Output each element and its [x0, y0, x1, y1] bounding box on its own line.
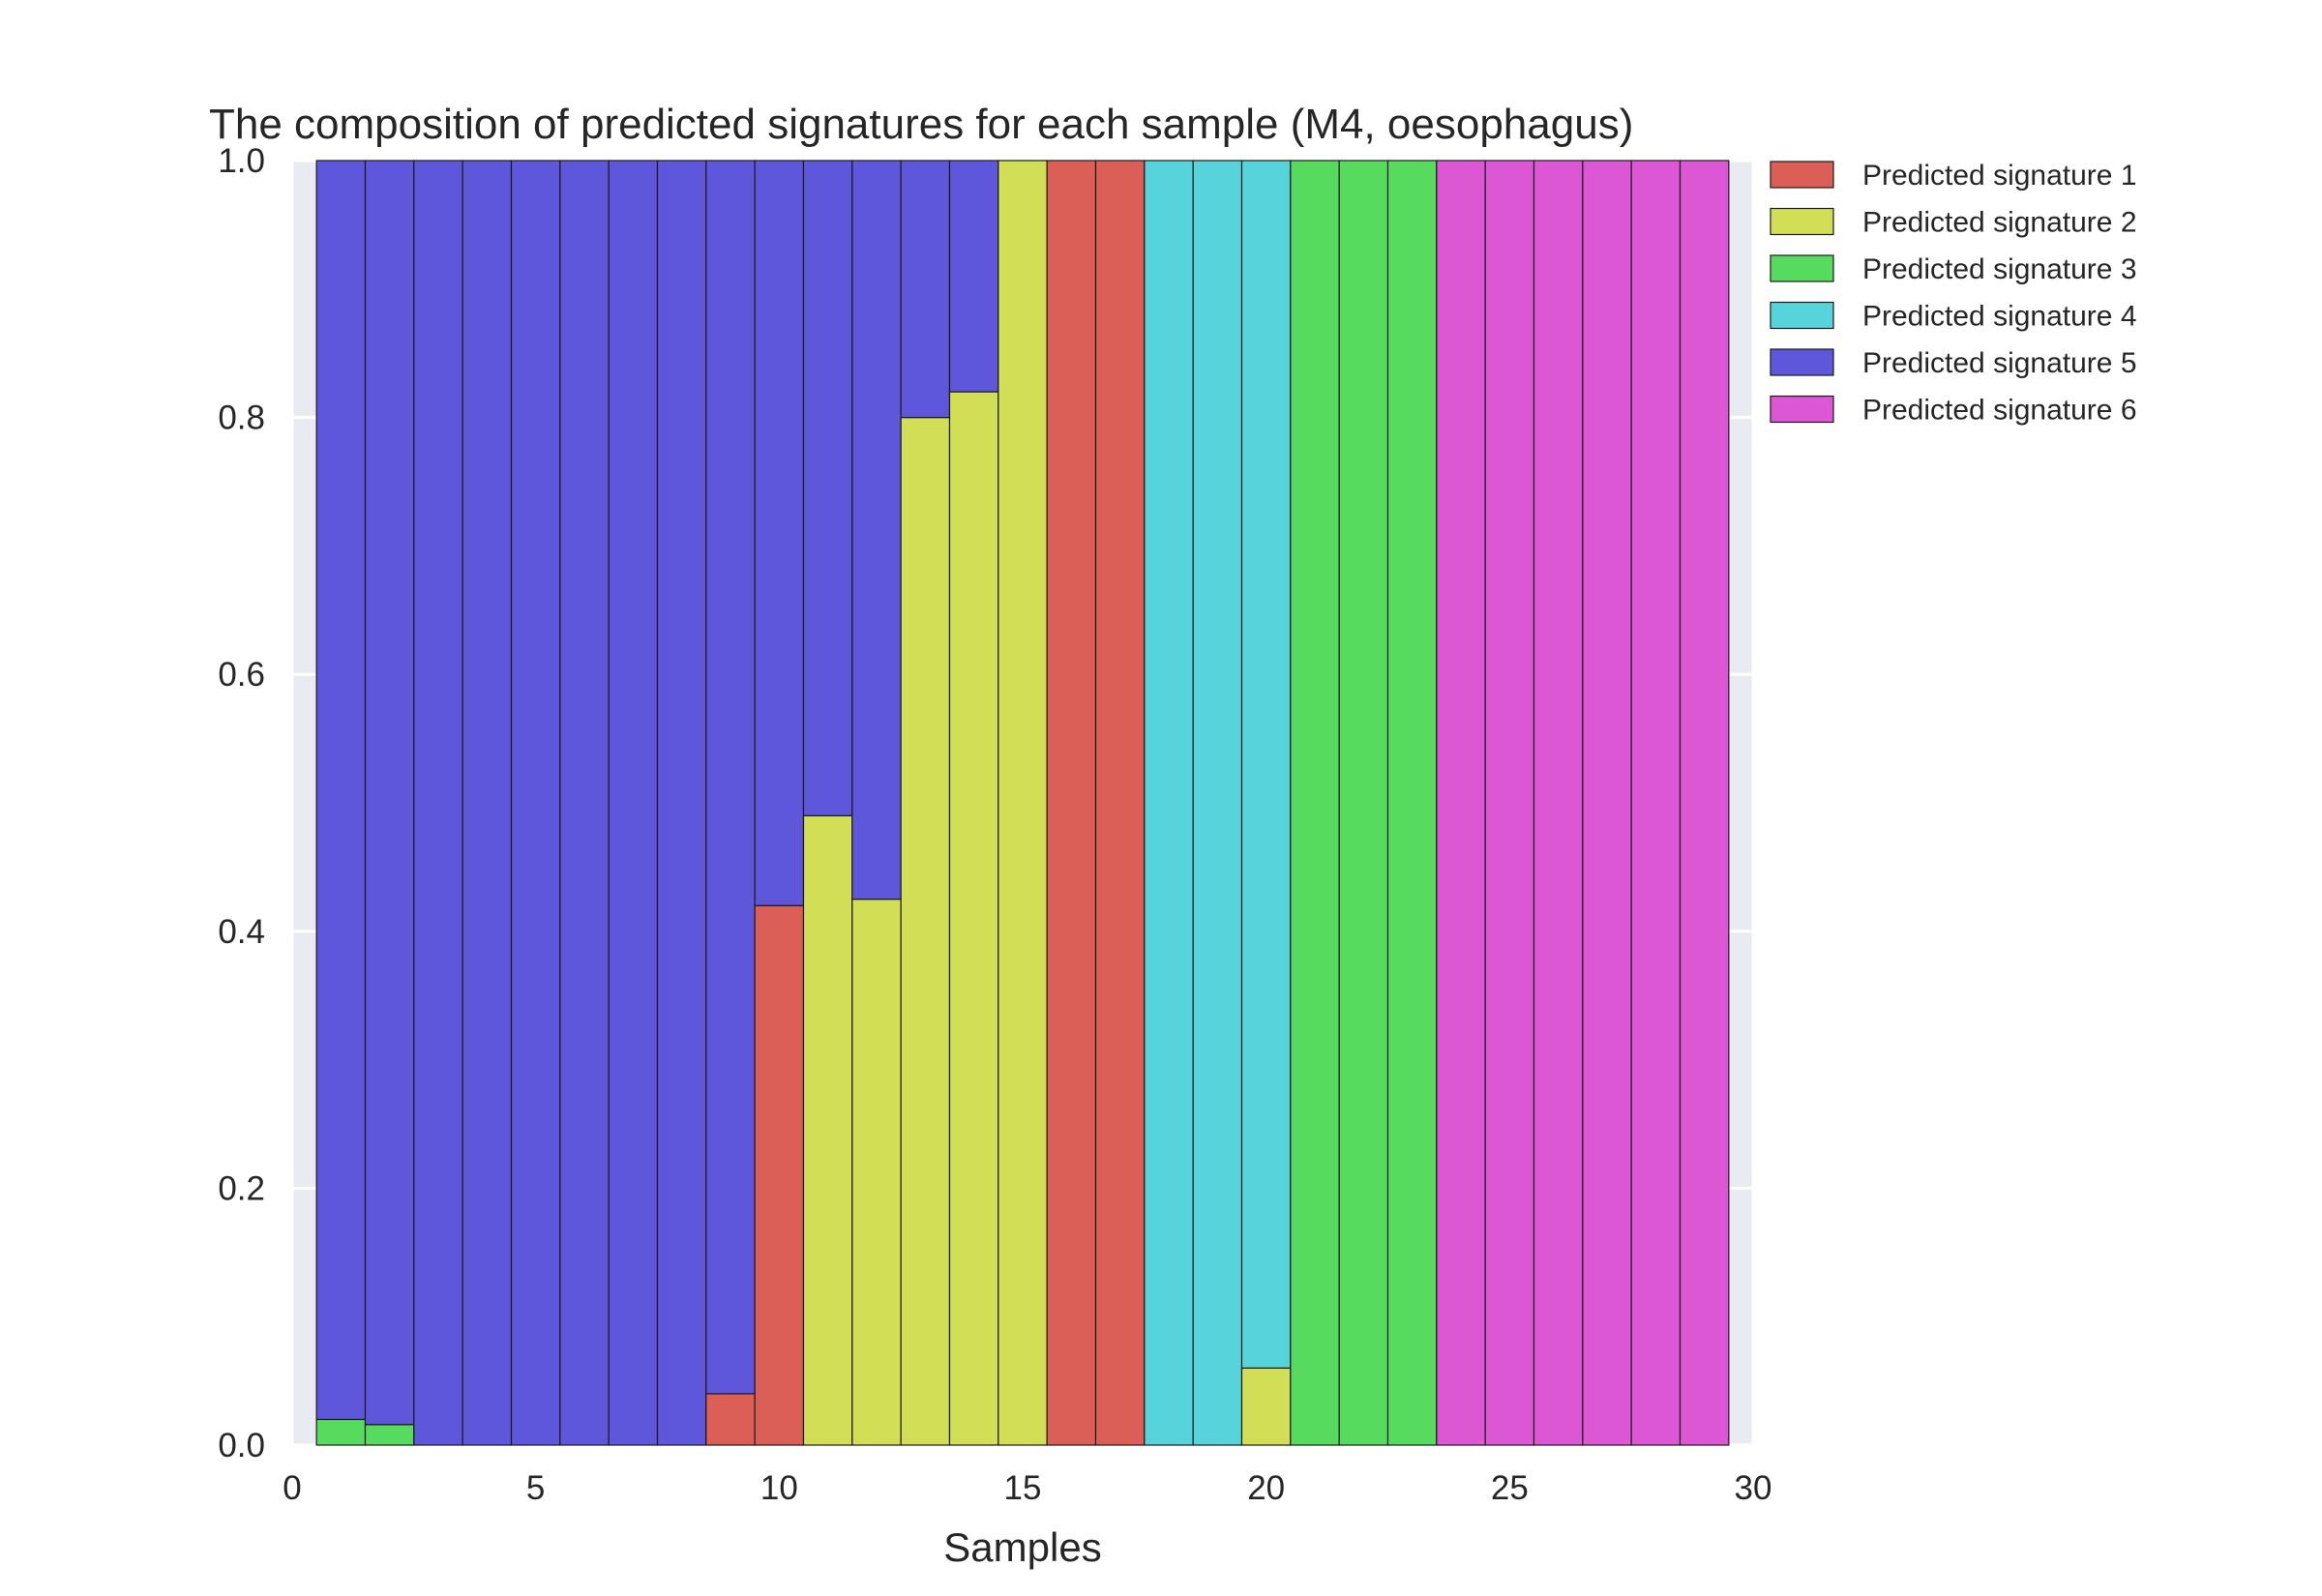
bar-segment — [948, 160, 999, 393]
bar-segment — [802, 814, 853, 1446]
bar-segment — [1533, 160, 1584, 1446]
x-tick-label: 15 — [1004, 1469, 1042, 1507]
legend-swatch — [1770, 254, 1834, 282]
bar-segment — [1144, 160, 1194, 1446]
bar-segment — [900, 160, 951, 419]
y-tick-label: 0.4 — [218, 913, 265, 951]
y-tick-label: 1.0 — [218, 142, 265, 180]
y-tick-label: 0.8 — [218, 399, 265, 437]
bar-segment — [1046, 160, 1097, 1446]
legend-label: Predicted signature 3 — [1862, 253, 2137, 285]
legend-swatch — [1770, 395, 1834, 424]
bar-segment — [461, 160, 513, 1446]
bar-segment — [608, 160, 659, 1446]
legend-label: Predicted signature 5 — [1862, 347, 2137, 379]
bar-segment — [705, 1393, 756, 1446]
bar-segment — [364, 1424, 415, 1446]
bar-segment — [1290, 160, 1340, 1446]
bar-segment — [1338, 160, 1389, 1446]
legend-label: Predicted signature 1 — [1862, 160, 2137, 192]
x-tick-label: 5 — [526, 1469, 545, 1507]
x-axis-label: Samples — [943, 1524, 1101, 1570]
bar-segment — [851, 160, 902, 901]
bar-segment — [900, 417, 951, 1446]
bar-segment — [1582, 160, 1632, 1446]
legend-label: Predicted signature 6 — [1862, 395, 2137, 427]
bar-segment — [1679, 160, 1730, 1446]
legend-swatch — [1770, 161, 1834, 189]
axes: 0 5 10 15 20 25 30 0.0 0.2 0.4 0.6 0.8 1.0 — [218, 142, 1771, 1507]
bars — [315, 160, 1730, 1446]
x-tick-label: 10 — [760, 1469, 798, 1507]
x-tick-label: 25 — [1491, 1469, 1529, 1507]
bar-segment — [1192, 160, 1243, 1446]
bar-segment — [1240, 1367, 1292, 1446]
chart-title: The composition of predicted signatures … — [209, 101, 1633, 148]
bar-segment — [559, 160, 610, 1446]
bar-segment — [1386, 160, 1438, 1446]
bar-segment — [851, 898, 902, 1446]
y-tick-label: 0.0 — [218, 1427, 265, 1464]
bar-segment — [413, 160, 463, 1446]
legend-swatch — [1770, 348, 1834, 376]
x-tick-label: 20 — [1247, 1469, 1285, 1507]
legend-label: Predicted signature 4 — [1862, 301, 2137, 333]
legend-swatch — [1770, 301, 1834, 330]
bar-segment — [1240, 160, 1292, 1369]
bar-segment — [315, 1418, 367, 1446]
x-tick-label: 30 — [1735, 1469, 1772, 1507]
bar-segment — [656, 160, 707, 1446]
bar-segment — [315, 160, 367, 1421]
x-tick-label: 0 — [283, 1469, 301, 1507]
bar-segment — [510, 160, 561, 1446]
bar-segment — [1630, 160, 1682, 1446]
bar-segment — [802, 160, 853, 816]
bar-segment — [997, 160, 1048, 1446]
bar-segment — [705, 160, 756, 1395]
bar-segment — [1436, 160, 1486, 1446]
bar-segment — [948, 391, 999, 1446]
legend-swatch — [1770, 207, 1834, 236]
bar-segment — [364, 160, 415, 1426]
legend-label: Predicted signature 2 — [1862, 207, 2137, 239]
legend: Predicted signature 1 Predicted signature… — [1770, 160, 2137, 427]
bar-segment — [1484, 160, 1535, 1446]
bar-segment — [754, 160, 805, 906]
y-tick-label: 0.2 — [218, 1169, 265, 1207]
bar-segment — [754, 904, 805, 1446]
bar-segment — [1094, 160, 1146, 1446]
y-tick-label: 0.6 — [218, 656, 265, 694]
